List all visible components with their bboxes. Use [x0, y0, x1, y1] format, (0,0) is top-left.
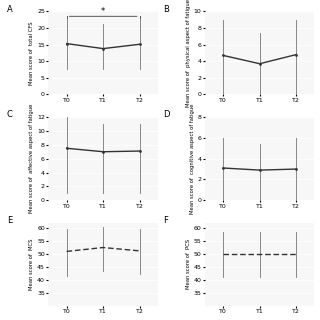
Text: C: C: [7, 110, 13, 119]
Text: *: *: [101, 7, 105, 16]
Text: E: E: [7, 216, 12, 225]
Y-axis label: Mean score of  physical aspect of fatigue: Mean score of physical aspect of fatigue: [186, 0, 191, 107]
Y-axis label: Mean score of  cognitive aspect of fatigue: Mean score of cognitive aspect of fatigu…: [190, 103, 195, 214]
Text: D: D: [163, 110, 170, 119]
Text: A: A: [7, 5, 12, 14]
Y-axis label: Mean score of  total CFS: Mean score of total CFS: [29, 21, 34, 85]
Text: F: F: [163, 216, 168, 225]
Y-axis label: Mean score of  affective aspect of fatigue: Mean score of affective aspect of fatigu…: [29, 104, 34, 213]
Y-axis label: Mean score of  PCS: Mean score of PCS: [186, 239, 191, 290]
Text: B: B: [163, 5, 169, 14]
Y-axis label: Mean score of  MCS: Mean score of MCS: [29, 239, 34, 290]
